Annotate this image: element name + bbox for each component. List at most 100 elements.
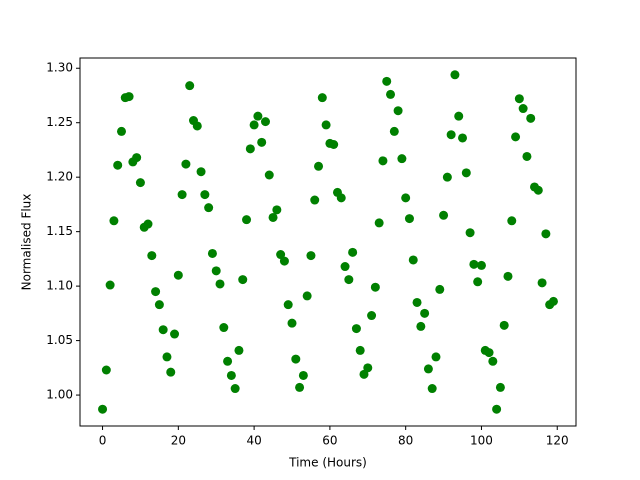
point	[98, 404, 108, 414]
point	[548, 296, 558, 306]
point	[450, 70, 460, 80]
point	[374, 218, 384, 228]
point	[495, 382, 505, 392]
point	[461, 168, 471, 178]
point	[219, 323, 229, 333]
point	[511, 132, 521, 142]
point	[257, 137, 267, 147]
point	[223, 356, 233, 366]
x-tick-label: 80	[398, 434, 413, 448]
point	[109, 216, 119, 226]
x-tick-label: 20	[171, 434, 186, 448]
point	[253, 111, 263, 121]
point	[185, 81, 195, 91]
point	[192, 121, 202, 131]
point	[298, 370, 308, 380]
point	[446, 130, 456, 140]
point	[408, 255, 418, 265]
point	[382, 76, 392, 86]
point	[469, 259, 479, 269]
point	[211, 266, 221, 276]
point	[499, 320, 509, 330]
point	[279, 256, 289, 266]
point	[507, 216, 517, 226]
point	[541, 229, 551, 239]
point	[476, 260, 486, 270]
y-tick-label: 1.15	[46, 224, 73, 238]
point	[238, 275, 248, 285]
point	[135, 178, 145, 188]
point	[344, 275, 354, 285]
x-axis-label: Time (Hours)	[288, 456, 367, 470]
point	[404, 214, 414, 224]
point	[465, 228, 475, 238]
point	[420, 308, 430, 318]
point	[154, 300, 164, 310]
point	[264, 170, 274, 180]
point	[340, 262, 350, 272]
point	[173, 270, 183, 280]
point	[351, 324, 361, 334]
point	[435, 284, 445, 294]
point	[268, 212, 278, 222]
x-tick-label: 100	[470, 434, 493, 448]
point	[442, 172, 452, 182]
point	[162, 352, 172, 362]
point	[306, 251, 316, 261]
point	[355, 345, 365, 355]
point	[378, 156, 388, 166]
y-tick-label: 1.10	[46, 279, 73, 293]
point	[310, 195, 320, 205]
point	[367, 311, 377, 321]
point	[181, 159, 191, 169]
x-tick-label: 60	[322, 434, 337, 448]
y-tick-label: 1.20	[46, 170, 73, 184]
point	[215, 279, 225, 289]
point	[329, 139, 339, 149]
point	[370, 282, 380, 292]
point	[116, 126, 126, 136]
x-tick-label: 0	[99, 434, 107, 448]
point	[272, 205, 282, 215]
point	[151, 287, 161, 297]
point	[427, 384, 437, 394]
y-tick-label: 1.30	[46, 61, 73, 75]
point	[423, 364, 433, 374]
point	[503, 271, 513, 281]
point	[170, 329, 180, 339]
point	[158, 325, 168, 335]
point	[245, 144, 255, 154]
point	[359, 369, 369, 379]
point	[276, 250, 286, 260]
point	[393, 106, 403, 116]
point	[389, 126, 399, 136]
point	[533, 185, 543, 195]
y-tick-label: 1.25	[46, 115, 73, 129]
point	[412, 297, 422, 307]
point	[230, 384, 240, 394]
point	[291, 354, 301, 364]
point	[242, 215, 252, 225]
point	[226, 370, 236, 380]
point	[348, 247, 358, 257]
point	[473, 277, 483, 287]
point	[458, 133, 468, 143]
point	[526, 113, 536, 123]
point	[397, 154, 407, 164]
point	[105, 280, 115, 290]
point	[537, 278, 547, 288]
point	[514, 94, 524, 104]
point	[336, 193, 346, 203]
point	[177, 190, 187, 200]
y-axis-label: Normalised Flux	[20, 194, 34, 291]
point	[518, 104, 528, 114]
x-tick-label: 120	[546, 434, 569, 448]
point	[492, 404, 502, 414]
point	[454, 111, 464, 121]
point	[416, 321, 426, 331]
point	[249, 120, 259, 130]
point	[204, 203, 214, 213]
x-tick-label: 40	[246, 434, 261, 448]
point	[101, 365, 111, 375]
point	[260, 117, 270, 127]
